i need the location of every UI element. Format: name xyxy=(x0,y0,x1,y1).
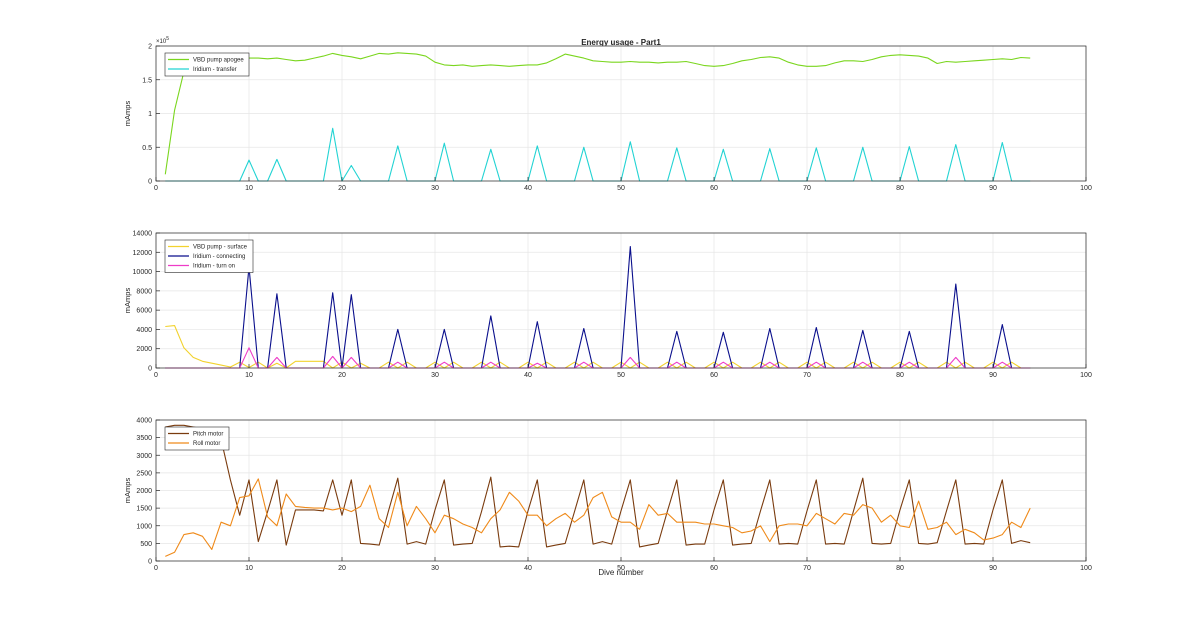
legend-label-iridium-turn-on: Iridium - turn on xyxy=(193,264,235,270)
y-tick-label: 1000 xyxy=(136,523,152,530)
x-tick-label: 70 xyxy=(803,565,811,572)
x-tick-label: 10 xyxy=(245,372,253,379)
x-tick-label: 0 xyxy=(154,185,158,192)
y-tick-label: 0 xyxy=(148,366,152,373)
legend-label-iridium-connecting: Iridium - connecting xyxy=(193,254,245,260)
y-tick-label: 3000 xyxy=(136,453,152,460)
x-tick-label: 100 xyxy=(1080,565,1092,572)
x-tick-label: 30 xyxy=(431,565,439,572)
x-tick-label: 20 xyxy=(338,185,346,192)
legend-label-roll-motor: Roll motor xyxy=(193,441,220,447)
x-tick-label: 50 xyxy=(617,185,625,192)
y-tick-label: 2 xyxy=(148,44,152,51)
legend: VBD pump - surface Iridium - connecting Ir… xyxy=(164,239,254,273)
panel-vbd-surface-iridium: 0 10 20 30 40 50 60 70 80 90 100 0 2000 4000 6000 8000 1… xyxy=(123,231,1092,380)
y-axis-label: mAmps xyxy=(123,478,132,504)
x-tick-label: 30 xyxy=(431,372,439,379)
legend: Pitch motor Roll motor xyxy=(164,426,230,451)
y-axis-label: mAmps xyxy=(123,101,132,127)
y-tick-label: 10000 xyxy=(133,269,153,276)
y-tick-label: 2000 xyxy=(136,346,152,353)
y-tick-label: 2000 xyxy=(136,488,152,495)
x-tick-label: 100 xyxy=(1080,372,1092,379)
y-tick-label: 500 xyxy=(140,541,152,548)
y-tick-label: 4000 xyxy=(136,418,152,425)
x-tick-label: 90 xyxy=(989,372,997,379)
x-tick-label: 40 xyxy=(524,372,532,379)
y-tick-label: 0.5 xyxy=(142,145,152,152)
x-tick-label: 40 xyxy=(524,565,532,572)
panel-vbd-apogee-iridium-transfer: 0 10 20 30 40 50 60 70 80 90 100 0 0.5 1 1.5 2 ×105 mAmps… xyxy=(123,36,1092,192)
x-tick-label: 20 xyxy=(338,565,346,572)
x-tick-label: 90 xyxy=(989,185,997,192)
x-tick-label: 50 xyxy=(617,372,625,379)
y-tick-label: 2500 xyxy=(136,470,152,477)
y-tick-label: 1 xyxy=(148,111,152,118)
x-tick-label: 40 xyxy=(524,185,532,192)
x-tick-label: 70 xyxy=(803,185,811,192)
x-axis-label: Dive number xyxy=(598,568,644,577)
y-tick-label: 12000 xyxy=(133,250,153,257)
x-tick-label: 50 xyxy=(617,565,625,572)
y-exponent-label: ×105 xyxy=(156,36,169,45)
x-tick-label: 60 xyxy=(710,565,718,572)
x-tick-label: 60 xyxy=(710,372,718,379)
y-axis-label: mAmps xyxy=(123,288,132,314)
legend-label-vbd-pump-apogee: VBD pump apogee xyxy=(193,58,244,64)
legend-box xyxy=(164,52,250,77)
y-tick-label: 1500 xyxy=(136,506,152,513)
y-tick-label: 1.5 xyxy=(142,77,152,84)
x-tick-label: 80 xyxy=(896,565,904,572)
series-line-pitch-motor xyxy=(165,424,1031,548)
legend-label-pitch-motor: Pitch motor xyxy=(193,432,223,438)
x-tick-label: 10 xyxy=(245,185,253,192)
legend-label-vbd-pump-surface: VBD pump - surface xyxy=(193,245,248,251)
y-tick-label: 4000 xyxy=(136,327,152,334)
series-line-vbd-pump-apogee xyxy=(164,52,1031,175)
x-tick-label: 60 xyxy=(710,185,718,192)
x-tick-label: 80 xyxy=(896,185,904,192)
y-tick-label: 0 xyxy=(148,559,152,566)
x-tick-label: 0 xyxy=(154,565,158,572)
legend: VBD pump apogee Iridium - transfer xyxy=(164,52,250,77)
y-tick-label: 14000 xyxy=(133,231,153,238)
x-tick-label: 100 xyxy=(1080,185,1092,192)
legend-box xyxy=(164,426,230,451)
x-tick-label: 20 xyxy=(338,372,346,379)
y-tick-label: 8000 xyxy=(136,288,152,295)
legend-label-iridium-transfer: Iridium - transfer xyxy=(193,67,237,73)
x-tick-label: 90 xyxy=(989,565,997,572)
x-tick-label: 0 xyxy=(154,372,158,379)
y-tick-label: 6000 xyxy=(136,308,152,315)
x-tick-label: 70 xyxy=(803,372,811,379)
x-tick-label: 30 xyxy=(431,185,439,192)
figure-title: Energy usage - Part1 xyxy=(581,38,661,47)
x-tick-label: 80 xyxy=(896,372,904,379)
series-line-roll-motor xyxy=(165,478,1031,557)
y-tick-label: 0 xyxy=(148,179,152,186)
panel-pitch-roll-motor: 0 10 20 30 40 50 60 70 80 90 100050010001500200025… xyxy=(123,418,1092,573)
x-tick-label: 10 xyxy=(245,565,253,572)
y-tick-label: 3500 xyxy=(136,435,152,442)
